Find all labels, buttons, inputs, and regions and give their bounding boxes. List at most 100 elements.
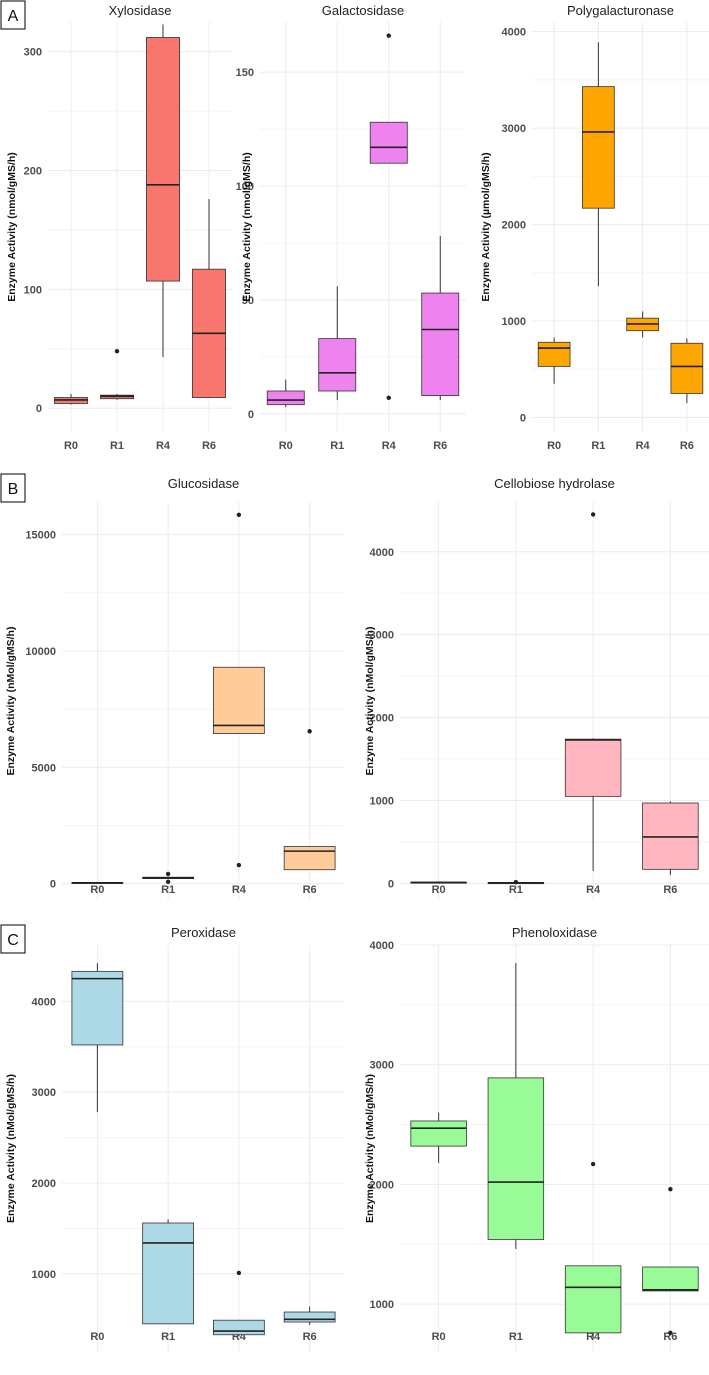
y-tick-label: 1000 [370, 1299, 394, 1311]
outlier-point [236, 512, 242, 518]
outlier-point [590, 512, 596, 517]
y-axis-label: Enzyme Activity (nMol/gMS/h) [364, 627, 376, 776]
chart-title: Glucosidase [168, 476, 240, 491]
outlier-point [165, 879, 171, 885]
x-tick-label: R0 [90, 884, 104, 896]
box-body [213, 666, 265, 734]
x-tick-label: R6 [303, 884, 317, 896]
outlier-point [236, 1270, 242, 1276]
x-tick-label: R4 [156, 440, 171, 452]
box-r0 [410, 881, 467, 884]
y-tick-label: 50 [242, 295, 254, 307]
y-tick-label: 3000 [370, 630, 394, 642]
y-tick-label: 10000 [25, 646, 56, 658]
panel-label-a: A [0, 0, 26, 30]
y-tick-label: 3000 [370, 1060, 394, 1072]
box-r1 [142, 871, 194, 885]
chart-title: Phenoloxidase [512, 925, 597, 940]
x-tick-label: R4 [382, 440, 397, 452]
outlier-point [307, 729, 312, 734]
x-tick-label: R6 [663, 1331, 677, 1343]
svg-text:C: C [7, 932, 19, 949]
box-body [318, 338, 357, 392]
box-r6 [642, 801, 699, 876]
outlier-point [668, 1330, 673, 1336]
box-body [537, 341, 571, 367]
box-r0 [71, 881, 124, 884]
y-tick-label: 4000 [32, 996, 56, 1008]
y-tick-label: 2000 [32, 1178, 56, 1190]
box-body [421, 292, 460, 396]
box-r1 [318, 286, 357, 401]
box-r4 [626, 311, 659, 338]
y-tick-label: 0 [388, 878, 394, 890]
box-r4 [564, 512, 622, 871]
box-r0 [54, 393, 88, 405]
chart-title: Peroxidase [171, 925, 236, 940]
box-r4 [146, 24, 180, 358]
x-tick-label: R4 [232, 884, 247, 896]
panel-label-b: B [0, 473, 26, 503]
y-tick-label: 100 [236, 181, 254, 193]
y-tick-label: 1000 [370, 796, 394, 808]
x-tick-label: R0 [90, 1331, 104, 1343]
chart-title: Galactosidase [322, 3, 404, 18]
svg-text:A: A [8, 8, 19, 25]
box-body [582, 86, 615, 209]
x-tick-label: R1 [110, 440, 124, 452]
y-tick-label: 5000 [32, 762, 56, 774]
box-r4 [213, 512, 265, 868]
y-tick-label: 2000 [502, 220, 526, 232]
box-body [564, 1265, 622, 1334]
box-r6 [192, 199, 226, 398]
outlier-point [668, 1187, 673, 1192]
y-tick-label: 0 [248, 409, 254, 421]
box-body [71, 970, 124, 1046]
x-tick-label: R1 [161, 1331, 175, 1343]
x-tick-label: R6 [433, 440, 447, 452]
chart-galactosidase: 0 50 100 150 R0 R1 R4 R6 Galactosidase Enzyme Act… [236, 3, 466, 452]
x-tick-label: R1 [509, 884, 523, 896]
y-tick-label: 300 [24, 47, 42, 59]
box-r4 [369, 33, 408, 401]
box-r0 [537, 337, 571, 384]
y-axis-label: Enzyme Activity (nmol/gMS/h) [241, 152, 253, 302]
box-body [487, 1077, 545, 1240]
box-body [142, 1222, 194, 1325]
y-tick-label: 150 [236, 67, 254, 79]
box-r1 [487, 879, 545, 885]
box-r1 [142, 1219, 194, 1325]
box-body [283, 1311, 336, 1323]
chart-title: Cellobiose hydrolase [494, 476, 615, 491]
box-body [642, 1266, 699, 1292]
y-tick-label: 3000 [32, 1087, 56, 1099]
chart-cellobiose-hydrolase: 0 1000 2000 3000 4000 R0 R1 R4 R6 Cellobiose hydr… [364, 476, 709, 900]
box-body [283, 846, 336, 871]
y-tick-label: 4000 [502, 27, 526, 39]
x-tick-label: R0 [279, 440, 293, 452]
y-tick-label: 1000 [32, 1269, 56, 1281]
box-r1 [487, 962, 545, 1250]
y-axis-label: Enzyme Activity (nMol/gMS/h) [5, 1074, 17, 1223]
x-tick-label: R1 [591, 440, 605, 452]
box-r0 [266, 379, 305, 407]
y-axis-label: Enzyme Activity (µmol/gMS/h) [480, 152, 492, 301]
box-body [410, 1120, 467, 1147]
y-tick-label: 2000 [370, 1179, 394, 1191]
box-r6 [283, 1306, 336, 1325]
y-tick-label: 1000 [502, 316, 526, 328]
box-r1 [100, 348, 134, 400]
panel-label-c: C [0, 924, 26, 954]
box-body [564, 738, 622, 797]
x-tick-label: R1 [330, 440, 344, 452]
x-tick-label: R1 [509, 1331, 523, 1343]
outlier-point [114, 348, 120, 354]
box-body [213, 1319, 265, 1336]
y-tick-label: 100 [24, 284, 42, 296]
box-r1 [582, 42, 615, 287]
y-tick-label: 4000 [370, 547, 394, 559]
x-tick-label: R1 [161, 884, 175, 896]
outlier-point [590, 1161, 596, 1167]
